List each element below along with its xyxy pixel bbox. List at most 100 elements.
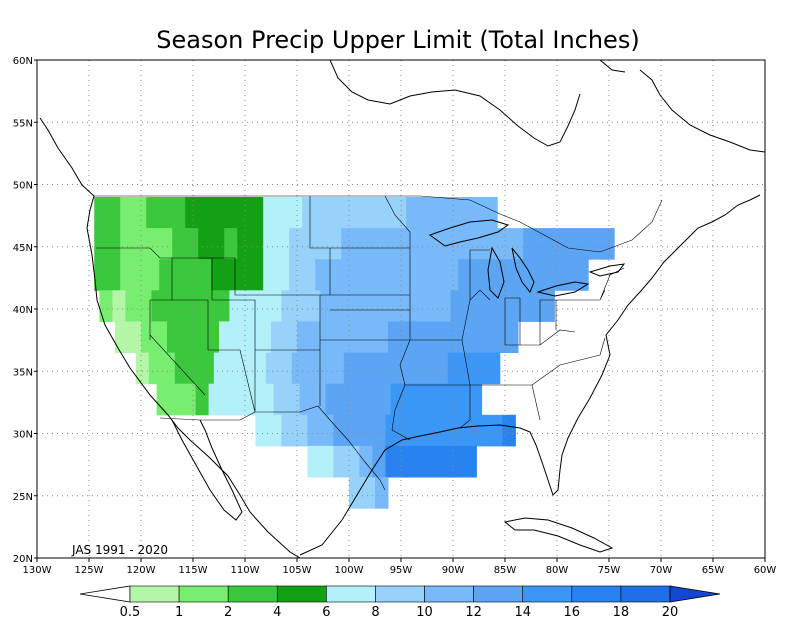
- precip-cell: [601, 228, 615, 260]
- precip-cell: [239, 352, 254, 385]
- lon-tick-label: 65W: [702, 565, 725, 576]
- precip-cell: [294, 414, 308, 447]
- precip-cell: [307, 290, 321, 322]
- precip-cell: [247, 383, 262, 416]
- lon-tick-label: 80W: [546, 565, 569, 576]
- precip-cell: [177, 290, 191, 322]
- longitude-ticks: 130W 125W 120W 115W 110W 105W 100W 95W 90W 85W 80W…: [23, 558, 777, 576]
- precip-cell: [440, 321, 454, 353]
- precip-cell: [203, 290, 217, 322]
- lat-tick-label: 30N: [13, 430, 33, 441]
- precip-cell: [273, 383, 288, 416]
- precip-cell: [135, 352, 150, 385]
- precip-cell: [120, 259, 134, 291]
- precip-cell: [484, 259, 498, 291]
- precip-cell: [133, 259, 147, 291]
- colorbar-label: 20: [662, 605, 679, 618]
- precip-cell: [523, 228, 537, 260]
- precip-cell: [328, 197, 342, 229]
- precip-cell: [333, 414, 347, 447]
- precip-cell: [445, 259, 459, 291]
- precip-cell: [325, 383, 340, 416]
- precip-cell: [411, 414, 425, 447]
- precip-cell: [375, 321, 389, 353]
- colorbar-segment: [79, 585, 131, 603]
- colorbar-segment: [129, 585, 180, 603]
- precip-cell: [159, 197, 173, 229]
- colorbar-label: 10: [416, 605, 433, 618]
- colorbar-label: 12: [465, 605, 482, 618]
- precip-cell: [232, 321, 246, 353]
- precip-cell: [359, 414, 373, 447]
- precip-cell: [411, 445, 425, 478]
- lon-tick-label: 125W: [75, 565, 104, 576]
- precip-cell: [276, 197, 290, 229]
- precip-cell: [333, 445, 347, 478]
- precip-cell: [401, 321, 415, 353]
- cuba-coast: [503, 517, 614, 553]
- precip-cell: [193, 321, 207, 353]
- lat-tick-label: 20N: [13, 554, 33, 565]
- precip-cell: [346, 414, 360, 447]
- precip-cell: [315, 197, 329, 229]
- precip-cell: [245, 321, 259, 353]
- precip-cell: [128, 321, 142, 353]
- precip-cell: [320, 445, 334, 478]
- precip-cell: [263, 197, 277, 229]
- precip-cell: [536, 259, 550, 291]
- precip-cell: [497, 259, 511, 291]
- precip-cell: [310, 321, 324, 353]
- colorbar-segment: [375, 585, 425, 603]
- precip-cell: [346, 445, 360, 478]
- precip-cell: [458, 259, 472, 291]
- precip-cell: [172, 259, 186, 291]
- precip-cell: [505, 321, 519, 353]
- precip-cell: [250, 259, 264, 291]
- precip-cell: [221, 383, 236, 416]
- lon-tick-label: 130W: [23, 565, 52, 576]
- precip-cell: [349, 477, 363, 509]
- precip-cell: [263, 259, 277, 291]
- colorbar-legend: 0.5 1 2 4 6 8 10 12 14 16 18 20: [79, 585, 721, 618]
- precip-cell: [237, 197, 251, 229]
- precip-cell: [278, 352, 293, 385]
- precip-cell: [528, 290, 542, 322]
- precip-cell: [315, 259, 329, 291]
- lon-tick-label: 75W: [598, 565, 621, 576]
- precip-cell: [281, 290, 295, 322]
- lon-tick-label: 115W: [179, 565, 208, 576]
- precip-cell: [411, 290, 425, 322]
- precip-cell: [286, 383, 301, 416]
- precip-cell: [343, 352, 358, 385]
- precip-cell: [206, 321, 220, 353]
- precip-cell: [473, 352, 488, 385]
- latitude-ticks: 20N 25N 30N 35N 40N 45N 50N 55N 60N: [13, 56, 37, 565]
- precip-cell: [541, 290, 555, 322]
- precip-cell: [359, 445, 373, 478]
- precip-cell: [471, 259, 485, 291]
- precip-cell: [268, 414, 282, 447]
- precip-cell: [265, 352, 280, 385]
- period-annotation: JAS 1991 - 2020: [71, 543, 168, 557]
- precip-cell: [268, 290, 282, 322]
- precip-cell: [341, 228, 355, 260]
- precip-cell: [408, 352, 423, 385]
- colorbar-label: 14: [514, 605, 531, 618]
- precip-cell: [185, 228, 199, 260]
- lat-tick-label: 40N: [13, 305, 33, 316]
- lat-tick-label: 50N: [13, 181, 33, 192]
- precip-cell: [172, 228, 186, 260]
- precip-cell: [120, 197, 134, 229]
- precip-cell: [419, 259, 433, 291]
- lat-tick-label: 45N: [13, 243, 33, 254]
- precip-cell: [284, 321, 298, 353]
- precip-cell: [291, 352, 306, 385]
- precip-cell: [302, 197, 316, 229]
- precip-cell: [94, 228, 108, 260]
- precip-cell: [99, 290, 113, 322]
- lon-tick-label: 60W: [754, 565, 777, 576]
- colorbar-label: 2: [224, 605, 232, 618]
- precip-cell: [333, 290, 347, 322]
- precip-cell: [380, 259, 394, 291]
